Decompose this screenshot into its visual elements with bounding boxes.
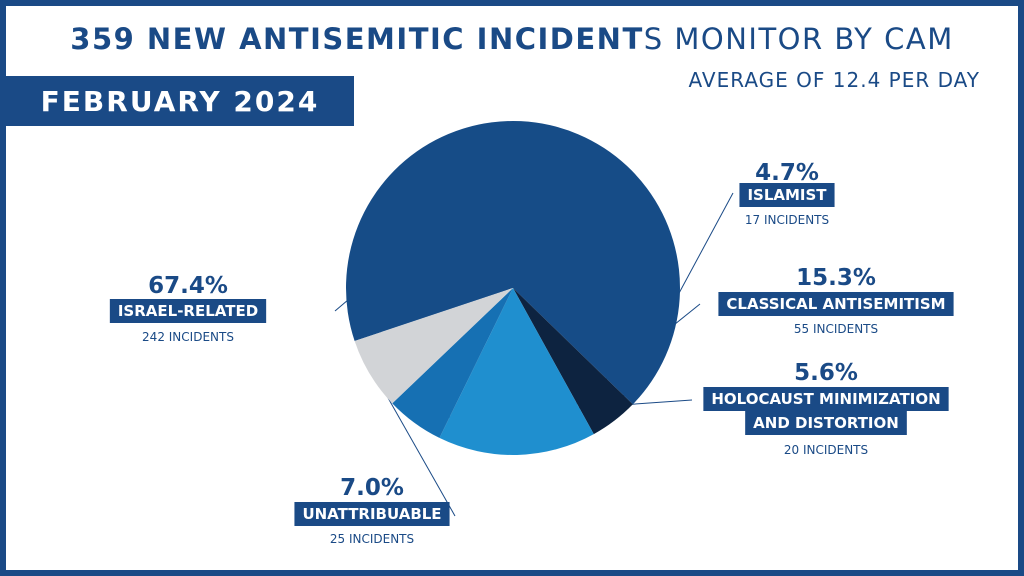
callout-israel-related: 67.4% ISRAEL-RELATED 242 INCIDENTS — [109, 273, 267, 344]
label-box-islamist — [739, 183, 835, 207]
label-box-holocaust-minimization — [745, 411, 907, 435]
page-title: 359 NEW ANTISEMITIC INCIDENTS MONITOR BY… — [0, 22, 1024, 56]
pie-slices — [346, 121, 680, 456]
callout-classical-antisemitism: 15.3% CLASSICAL ANTISEMITISM 55 INCIDENTS — [718, 265, 954, 336]
percent-label-islamist: 4.7% — [755, 160, 819, 186]
title-regular-part: S MONITOR BY CAM — [643, 22, 954, 56]
label-box-holocaust-minimization — [703, 387, 949, 411]
callout-islamist: 4.7%ISLAMIST 17 INCIDENTS — [739, 160, 835, 227]
subtitle: AVERAGE OF 12.4 PER DAY — [688, 68, 980, 92]
percent-label-holocaust-minimization: 5.6% — [794, 360, 858, 386]
slice-holocaust-minimization — [392, 288, 513, 438]
callout-unattribuable: 7.0% UNATTRIBUABLE 25 INCIDENTS — [294, 475, 450, 546]
count-label-classical-antisemitism: 55 INCIDENTS — [794, 322, 878, 336]
label-box-classical-antisemitism — [718, 292, 954, 316]
slice-unattribuable — [354, 288, 513, 404]
title-bold-part: 359 NEW ANTISEMITIC INCIDENT — [70, 22, 644, 56]
category-label-holocaust-minimization: AND DISTORTION — [753, 414, 899, 432]
percent-label-classical-antisemitism: 15.3% — [796, 265, 876, 291]
count-label-unattribuable: 25 INCIDENTS — [330, 532, 414, 546]
callout-holocaust-minimization: 5.6% HOLOCAUST MINIMIZATION AND DISTORTION… — [703, 360, 949, 457]
slice-classical-antisemitism — [439, 288, 594, 456]
category-label-holocaust-minimization: HOLOCAUST MINIMIZATION — [711, 390, 940, 408]
count-label-islamist: 17 INCIDENTS — [745, 213, 829, 227]
callouts: 67.4% ISRAEL-RELATED 242 INCIDENTS 4.7%ISLA… — [109, 160, 954, 546]
month-badge: FEBRUARY 2024 — [6, 76, 354, 126]
category-label-israel-related: ISRAEL-RELATED — [118, 302, 258, 320]
label-box-unattribuable — [294, 502, 450, 526]
slice-islamist — [513, 288, 633, 435]
category-label-islamist: ISLAMIST — [747, 186, 827, 204]
slice-israel-related — [346, 121, 680, 405]
category-label-classical-antisemitism: CLASSICAL ANTISEMITISM — [726, 295, 945, 313]
count-label-holocaust-minimization: 20 INCIDENTS — [784, 443, 868, 457]
category-label-unattribuable: UNATTRIBUABLE — [302, 505, 441, 523]
percent-label-israel-related: 67.4% — [148, 273, 228, 299]
label-box-israel-related — [109, 299, 267, 323]
percent-label-unattribuable: 7.0% — [340, 475, 404, 501]
count-label-israel-related: 242 INCIDENTS — [142, 330, 234, 344]
